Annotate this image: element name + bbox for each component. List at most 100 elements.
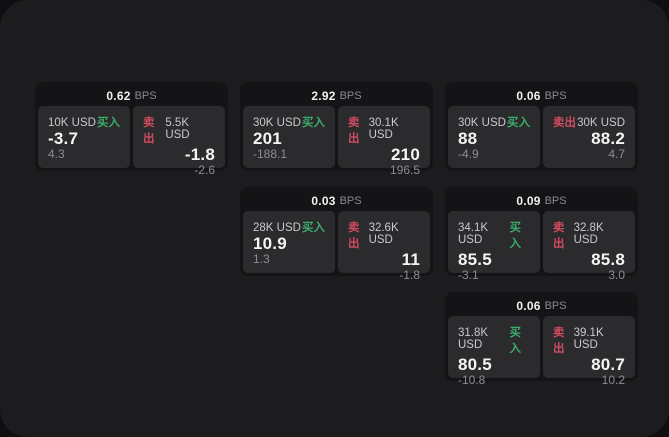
spread-unit: BPS xyxy=(544,299,567,312)
sell-tile[interactable]: 卖出 39.1K USD 80.7 10.2 xyxy=(543,316,635,387)
spread-header: 0.03 BPS xyxy=(243,190,430,211)
sell-tile-top: 卖出 30.1K USD xyxy=(348,114,420,146)
sell-price: 210 xyxy=(391,145,420,164)
sell-notional: 39.1K USD xyxy=(573,327,604,351)
buy-notional: 30K USD xyxy=(458,117,506,129)
buy-tile[interactable]: 30K USD 买入 88 -4.9 xyxy=(448,106,540,168)
spread-value: 0.06 xyxy=(516,298,541,313)
spread-value: 0.09 xyxy=(516,193,541,208)
buy-side-label: 买入 xyxy=(302,222,325,234)
buy-price: 201 xyxy=(253,129,282,148)
quote-card: 2.92 BPS 30K USD 买入 201 -188.1 卖出 30.1K … xyxy=(240,82,433,177)
spread-unit: BPS xyxy=(544,89,567,102)
sell-notional: 5.5K USD xyxy=(165,117,190,141)
sell-delta: -1.8 xyxy=(399,268,420,282)
buy-delta: -4.9 xyxy=(458,147,479,161)
sell-delta: 196.5 xyxy=(389,163,420,177)
buy-notional: 34.1K USD xyxy=(458,222,489,246)
sell-tile[interactable]: 卖出 30K USD 88.2 4.7 xyxy=(543,106,635,168)
sell-tile-top: 卖出 5.5K USD xyxy=(143,114,215,146)
buy-tile[interactable]: 34.1K USD 买入 85.5 -3.1 xyxy=(448,211,540,282)
buy-notional: 31.8K USD xyxy=(458,327,489,351)
spread-header: 0.06 BPS xyxy=(448,85,635,106)
sell-side-label: 卖出 xyxy=(553,117,576,129)
spread-value: 0.62 xyxy=(106,88,131,103)
quote-card: 0.06 BPS 31.8K USD 买入 80.5 -10.8 卖出 39.1… xyxy=(445,292,638,387)
buy-tile-top: 30K USD 买入 xyxy=(253,114,325,130)
sell-side-label: 卖出 xyxy=(143,117,155,145)
buy-tile[interactable]: 30K USD 买入 201 -188.1 xyxy=(243,106,335,168)
buy-notional: 30K USD xyxy=(253,117,301,129)
buy-tile-top: 28K USD 买入 xyxy=(253,219,325,235)
sell-delta: 10.2 xyxy=(601,373,625,387)
spread-header: 2.92 BPS xyxy=(243,85,430,106)
quote-body: 30K USD 买入 88 -4.9 卖出 30K USD 88.2 4.7 xyxy=(448,106,635,168)
buy-notional: 10K USD xyxy=(48,117,96,129)
sell-tile[interactable]: 卖出 32.6K USD 11 -1.8 xyxy=(338,211,430,282)
buy-tile-top: 31.8K USD 买入 xyxy=(458,324,530,356)
buy-price: 10.9 xyxy=(253,234,287,253)
sell-price: 88.2 xyxy=(591,129,625,148)
quote-card: 0.03 BPS 28K USD 买入 10.9 1.3 卖出 32.6K US… xyxy=(240,187,433,282)
quote-body: 10K USD 买入 -3.7 4.3 卖出 5.5K USD -1.8 -2.… xyxy=(38,106,225,177)
sell-side-label: 卖出 xyxy=(553,327,565,355)
spread-header: 0.06 BPS xyxy=(448,295,635,316)
sell-side-label: 卖出 xyxy=(348,222,360,250)
buy-price: 88 xyxy=(458,129,478,148)
buy-tile-top: 34.1K USD 买入 xyxy=(458,219,530,251)
sell-notional: 30.1K USD xyxy=(368,117,399,141)
sell-delta: 3.0 xyxy=(608,268,625,282)
sell-notional: 30K USD xyxy=(577,117,625,129)
spread-unit: BPS xyxy=(339,194,362,207)
quote-body: 31.8K USD 买入 80.5 -10.8 卖出 39.1K USD 80.… xyxy=(448,316,635,387)
sell-notional: 32.8K USD xyxy=(573,222,604,246)
sell-tile[interactable]: 卖出 32.8K USD 85.8 3.0 xyxy=(543,211,635,282)
buy-side-label: 买入 xyxy=(509,327,521,355)
sell-tile-top: 卖出 30K USD xyxy=(553,114,625,130)
quote-body: 28K USD 买入 10.9 1.3 卖出 32.6K USD 11 -1.8 xyxy=(243,211,430,282)
spread-value: 0.03 xyxy=(311,193,336,208)
buy-tile-top: 10K USD 买入 xyxy=(48,114,120,130)
buy-notional: 28K USD xyxy=(253,222,301,234)
quote-card: 0.06 BPS 30K USD 买入 88 -4.9 卖出 30K USD 8… xyxy=(445,82,638,171)
buy-tile[interactable]: 10K USD 买入 -3.7 4.3 xyxy=(38,106,130,168)
buy-side-label: 买入 xyxy=(509,222,521,250)
buy-price: -3.7 xyxy=(48,129,79,148)
buy-side-label: 买入 xyxy=(97,117,120,129)
buy-price: 80.5 xyxy=(458,355,492,374)
sell-price: -1.8 xyxy=(184,145,215,164)
sell-price: 85.8 xyxy=(591,250,625,269)
buy-delta: 4.3 xyxy=(48,147,65,161)
buy-delta: -10.8 xyxy=(458,373,486,387)
spread-unit: BPS xyxy=(134,89,157,102)
spread-header: 0.09 BPS xyxy=(448,190,635,211)
sell-tile-top: 卖出 32.6K USD xyxy=(348,219,420,251)
spread-unit: BPS xyxy=(339,89,362,102)
spread-value: 0.06 xyxy=(516,88,541,103)
buy-tile[interactable]: 31.8K USD 买入 80.5 -10.8 xyxy=(448,316,540,387)
buy-side-label: 买入 xyxy=(302,117,325,129)
buy-delta: -3.1 xyxy=(458,268,479,282)
sell-tile[interactable]: 卖出 30.1K USD 210 196.5 xyxy=(338,106,430,177)
quote-body: 30K USD 买入 201 -188.1 卖出 30.1K USD 210 1… xyxy=(243,106,430,177)
sell-side-label: 卖出 xyxy=(348,117,360,145)
buy-price: 85.5 xyxy=(458,250,492,269)
quote-grid: 0.62 BPS 10K USD 买入 -3.7 4.3 卖出 5.5K USD… xyxy=(35,82,638,387)
sell-delta: -2.6 xyxy=(194,163,215,177)
quote-card: 0.62 BPS 10K USD 买入 -3.7 4.3 卖出 5.5K USD… xyxy=(35,82,228,177)
spread-value: 2.92 xyxy=(311,88,336,103)
buy-tile[interactable]: 28K USD 买入 10.9 1.3 xyxy=(243,211,335,273)
sell-price: 11 xyxy=(401,250,420,269)
sell-price: 80.7 xyxy=(591,355,625,374)
sell-tile-top: 卖出 39.1K USD xyxy=(553,324,625,356)
sell-delta: 4.7 xyxy=(608,147,625,161)
quote-card: 0.09 BPS 34.1K USD 买入 85.5 -3.1 卖出 32.8K… xyxy=(445,187,638,282)
buy-delta: -188.1 xyxy=(253,147,288,161)
sell-notional: 32.6K USD xyxy=(368,222,399,246)
sell-tile-top: 卖出 32.8K USD xyxy=(553,219,625,251)
buy-side-label: 买入 xyxy=(507,117,530,129)
sell-tile[interactable]: 卖出 5.5K USD -1.8 -2.6 xyxy=(133,106,225,177)
spread-header: 0.62 BPS xyxy=(38,85,225,106)
buy-tile-top: 30K USD 买入 xyxy=(458,114,530,130)
